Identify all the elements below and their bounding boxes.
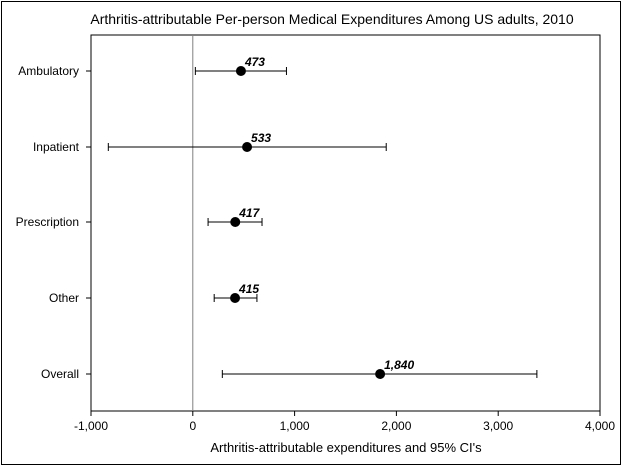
- x-tick-label: -1,000: [74, 419, 108, 433]
- category-label: Inpatient: [33, 140, 80, 154]
- point-estimate: [235, 66, 246, 76]
- x-tick-label: 2,000: [381, 419, 411, 433]
- point-estimate: [230, 293, 241, 303]
- x-tick-label: 4,000: [585, 419, 615, 433]
- plot-area: [90, 34, 601, 412]
- point-estimate: [242, 142, 253, 152]
- x-tick-label: 0: [189, 419, 196, 433]
- data-label: 417: [238, 206, 260, 220]
- category-label: Other: [49, 291, 79, 305]
- x-tick-label: 3,000: [483, 419, 513, 433]
- category-label: Overall: [41, 367, 79, 381]
- category-label: Ambulatory: [18, 64, 79, 78]
- category-label: Prescription: [16, 215, 79, 229]
- x-tick-label: 1,000: [280, 419, 310, 433]
- data-label: 1,840: [384, 358, 414, 372]
- data-label: 473: [244, 55, 265, 69]
- x-axis-label: Arthritis-attributable expenditures and …: [210, 440, 482, 455]
- point-estimate: [230, 217, 241, 227]
- data-label: 415: [238, 282, 259, 296]
- point-estimate: [375, 369, 386, 379]
- chart-title: Arthritis-attributable Per-person Medica…: [90, 11, 573, 27]
- data-label: 533: [251, 131, 271, 145]
